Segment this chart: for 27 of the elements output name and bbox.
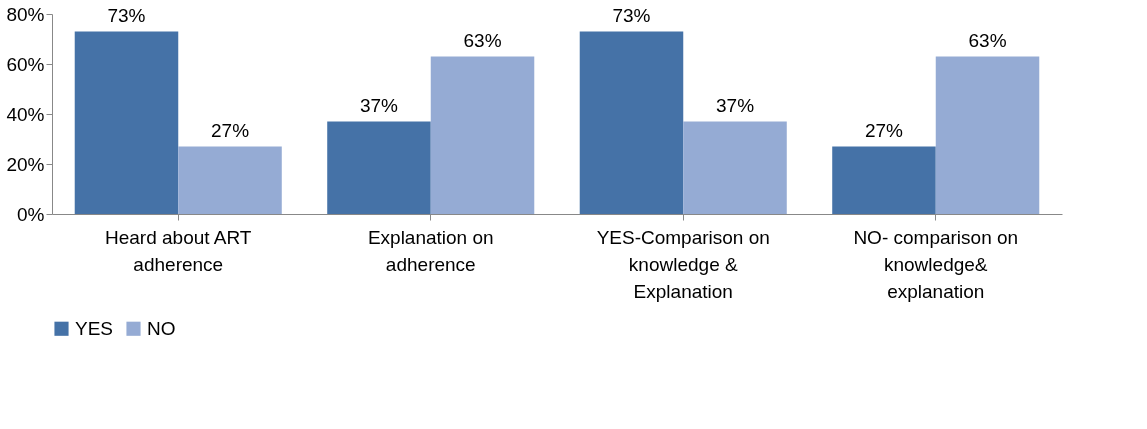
- x-tick-label: NO- comparison on knowledge& explanation: [853, 226, 1019, 302]
- x-tick-label: YES-Comparison on knowledge & Explanation: [596, 226, 770, 302]
- x-tick-label: Explanation on adherence: [367, 226, 494, 275]
- y-tick-label: 0%: [17, 203, 45, 225]
- data-label: 37%: [359, 94, 399, 116]
- data-label: 63%: [463, 29, 502, 51]
- bar: [178, 146, 282, 214]
- data-label: 27%: [211, 119, 250, 141]
- bar: [430, 56, 535, 214]
- y-tick-label: 40%: [6, 103, 45, 125]
- data-label: 63%: [968, 29, 1007, 51]
- bar: [579, 31, 684, 214]
- data-label: 73%: [612, 4, 651, 26]
- bar: [832, 146, 936, 214]
- y-tick-label: 80%: [6, 3, 45, 25]
- bar: [683, 121, 787, 214]
- y-tick-label: 60%: [6, 53, 45, 75]
- data-label: 27%: [864, 119, 904, 141]
- bar: [327, 121, 431, 214]
- legend-label: YES: [75, 317, 114, 339]
- data-label: 37%: [716, 94, 755, 116]
- y-tick-label: 20%: [6, 153, 45, 175]
- bar: [935, 56, 1040, 214]
- data-label: 73%: [107, 4, 146, 26]
- x-tick-label: Heard about ART adherence: [105, 226, 252, 275]
- bar: [74, 31, 179, 214]
- legend-label: NO: [147, 317, 176, 339]
